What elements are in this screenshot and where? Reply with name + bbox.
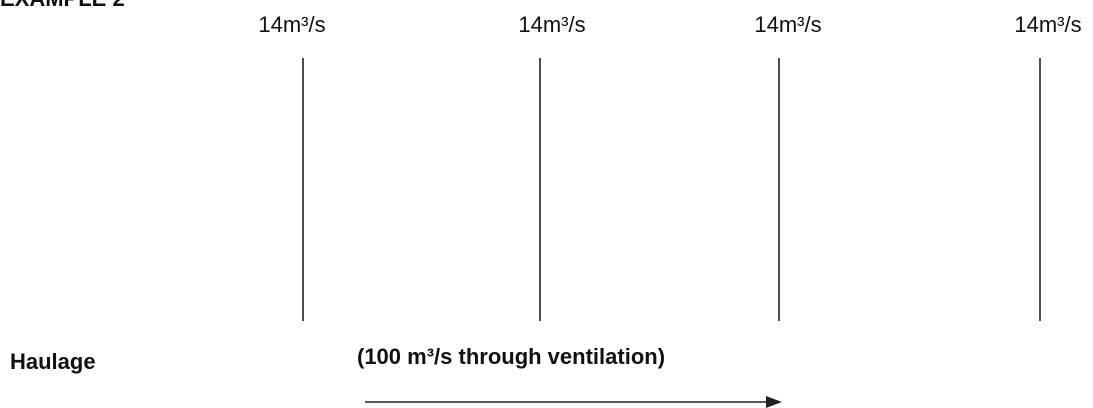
haulage-note: (100 m³/s through ventilation) (357, 344, 665, 369)
branch-label: 14m³/s (258, 12, 325, 37)
haulage-label: Haulage (10, 349, 96, 374)
arrow-head (766, 396, 782, 408)
title: EXAMPLE 2 (0, 0, 125, 11)
branch-label: 14m³/s (518, 12, 585, 37)
branch-label: 14m³/s (754, 12, 821, 37)
branch-label: 14m³/s (1014, 12, 1081, 37)
